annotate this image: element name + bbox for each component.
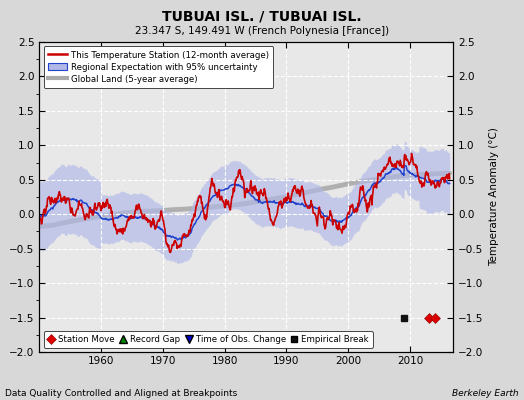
Text: TUBUAI ISL. / TUBUAI ISL.: TUBUAI ISL. / TUBUAI ISL.: [162, 10, 362, 24]
Text: Data Quality Controlled and Aligned at Breakpoints: Data Quality Controlled and Aligned at B…: [5, 389, 237, 398]
Text: Berkeley Earth: Berkeley Earth: [452, 389, 519, 398]
Text: 23.347 S, 149.491 W (French Polynesia [France]): 23.347 S, 149.491 W (French Polynesia [F…: [135, 26, 389, 36]
Y-axis label: Temperature Anomaly (°C): Temperature Anomaly (°C): [489, 128, 499, 266]
Legend: Station Move, Record Gap, Time of Obs. Change, Empirical Break: Station Move, Record Gap, Time of Obs. C…: [43, 331, 373, 348]
